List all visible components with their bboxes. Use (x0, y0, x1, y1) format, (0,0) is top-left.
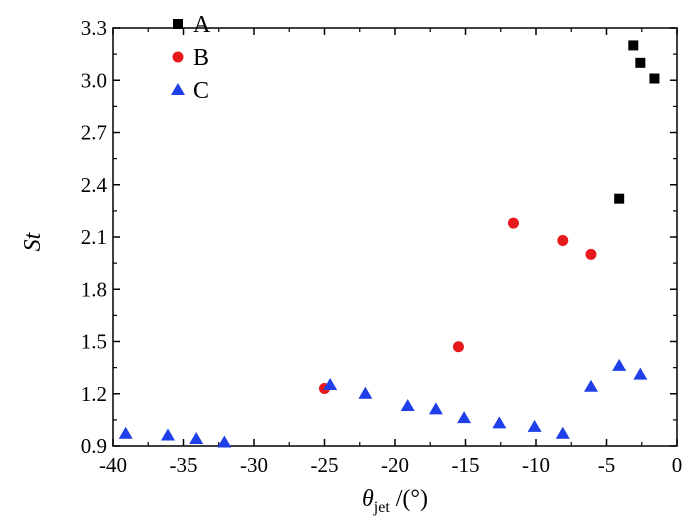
legend-marker-a (173, 19, 183, 29)
y-tick-label: 2.7 (81, 121, 107, 145)
y-tick-label: 3.0 (81, 68, 107, 92)
data-point-c (118, 426, 133, 439)
legend: ABC (171, 12, 211, 104)
x-tick-label: 0 (672, 453, 683, 477)
data-point-c (527, 419, 542, 432)
legend-marker-b (172, 51, 184, 63)
data-point-a (635, 57, 646, 68)
data-point-c (160, 428, 175, 441)
data-point-c (428, 402, 443, 415)
ticks-group: -40 -35 -30 -25 -20 -15 -10 -5 0 0.9 1.2 1.5 1.8 2.1 2… (81, 16, 683, 477)
data-point-c (457, 411, 472, 424)
data-point-c (555, 426, 570, 439)
x-tick-label: -15 (452, 453, 480, 477)
legend-marker-c (171, 83, 185, 95)
x-axis-label-subscript: jet (373, 499, 391, 516)
x-tick-label: -30 (240, 453, 268, 477)
x-axis-label: θjet /(°) (362, 486, 428, 516)
x-tick-label: -10 (522, 453, 550, 477)
x-tick-label: -35 (170, 453, 198, 477)
data-point-a (649, 73, 660, 84)
y-tick-label: 2.4 (81, 173, 108, 197)
y-axis-label: St (20, 231, 46, 251)
x-tick-label: -40 (99, 453, 127, 477)
y-tick-label: 1.5 (81, 330, 107, 354)
legend-label-c: C (193, 78, 209, 104)
x-axis-label-symbol: θ (362, 486, 374, 512)
legend-label-b: B (193, 45, 209, 71)
x-tick-label: -20 (381, 453, 409, 477)
data-point-c (583, 379, 598, 392)
data-point-c (633, 367, 648, 380)
y-tick-label: 1.2 (81, 382, 107, 406)
y-tick-label: 3.3 (81, 16, 107, 40)
data-point-c (323, 378, 338, 391)
points-group (118, 40, 660, 448)
data-point-b (507, 217, 519, 229)
data-point-c (358, 386, 373, 399)
legend-label-a: A (193, 12, 211, 38)
data-point-c (217, 435, 232, 448)
x-tick-label: -25 (311, 453, 339, 477)
data-point-c (189, 432, 204, 445)
data-point-c (400, 398, 415, 411)
data-point-b (585, 248, 597, 260)
data-point-a (614, 193, 625, 204)
data-point-c (492, 416, 507, 429)
y-tick-label: 1.8 (81, 277, 107, 301)
data-point-b (452, 341, 464, 353)
y-tick-label: 0.9 (81, 434, 107, 458)
x-axis-label-unit: /(°) (390, 486, 428, 512)
data-point-a (628, 40, 639, 51)
x-tick-label: -5 (598, 453, 616, 477)
y-tick-label: 2.1 (81, 225, 107, 249)
data-point-b (557, 234, 569, 246)
data-point-c (612, 358, 627, 371)
